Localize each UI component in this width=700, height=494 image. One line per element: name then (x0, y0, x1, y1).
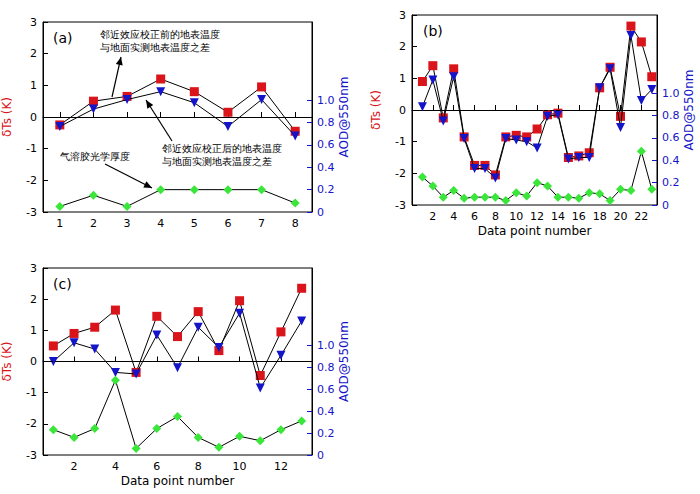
svg-text:气溶胶光学厚度: 气溶胶光学厚度 (60, 151, 130, 162)
svg-text:-1: -1 (26, 142, 37, 155)
svg-text:8: 8 (195, 460, 202, 473)
svg-text:22: 22 (634, 210, 648, 223)
svg-text:3: 3 (30, 16, 37, 29)
svg-text:0: 0 (317, 206, 324, 219)
svg-text:1.0: 1.0 (317, 94, 335, 107)
svg-text:0: 0 (30, 111, 37, 124)
svg-text:18: 18 (593, 210, 607, 223)
svg-text:4: 4 (112, 460, 119, 473)
svg-text:邻近效应校正后的地表温度: 邻近效应校正后的地表温度 (162, 143, 282, 154)
svg-text:2: 2 (429, 210, 436, 223)
svg-text:3: 3 (30, 262, 37, 275)
svg-text:-2: -2 (26, 417, 37, 430)
svg-text:0.8: 0.8 (317, 116, 335, 129)
svg-text:3: 3 (124, 217, 131, 230)
svg-text:AOD@550nm: AOD@550nm (337, 321, 351, 402)
svg-text:-1: -1 (26, 386, 37, 399)
svg-text:0.6: 0.6 (317, 138, 335, 151)
svg-text:12: 12 (530, 210, 544, 223)
svg-text:1.0: 1.0 (662, 87, 680, 100)
svg-text:与地面实测地表温度之差: 与地面实测地表温度之差 (100, 42, 210, 53)
svg-text:8: 8 (292, 217, 299, 230)
svg-text:0.8: 0.8 (317, 361, 335, 374)
svg-text:δTs (K): δTs (K) (369, 90, 383, 130)
svg-text:2: 2 (90, 217, 97, 230)
svg-text:4: 4 (450, 210, 457, 223)
svg-text:邻近效应校正前的地表温度: 邻近效应校正前的地表温度 (100, 29, 220, 40)
svg-text:10: 10 (233, 460, 247, 473)
svg-text:-2: -2 (26, 174, 37, 187)
svg-text:0.2: 0.2 (317, 427, 335, 440)
svg-text:0.4: 0.4 (662, 154, 680, 167)
svg-text:-1: -1 (395, 135, 406, 148)
svg-text:0.6: 0.6 (662, 131, 680, 144)
svg-text:0.6: 0.6 (317, 383, 335, 396)
svg-text:1.0: 1.0 (317, 339, 335, 352)
svg-text:2: 2 (30, 293, 37, 306)
svg-text:δTs (K): δTs (K) (0, 97, 14, 137)
svg-text:2: 2 (30, 47, 37, 60)
svg-text:6: 6 (224, 217, 231, 230)
svg-text:δTs (K): δTs (K) (0, 342, 14, 382)
svg-text:0: 0 (399, 104, 406, 117)
svg-text:2: 2 (399, 40, 406, 53)
svg-text:Data point number: Data point number (478, 224, 592, 238)
svg-text:7: 7 (258, 217, 265, 230)
svg-text:0: 0 (662, 199, 669, 212)
svg-text:0.2: 0.2 (317, 183, 335, 196)
svg-text:1: 1 (399, 72, 406, 85)
svg-text:12: 12 (274, 460, 288, 473)
svg-text:1: 1 (56, 217, 63, 230)
svg-text:0: 0 (317, 449, 324, 462)
svg-text:6: 6 (153, 460, 160, 473)
svg-text:8: 8 (492, 210, 499, 223)
svg-text:(a): (a) (53, 30, 73, 46)
svg-text:-3: -3 (26, 206, 37, 219)
svg-text:10: 10 (509, 210, 523, 223)
svg-text:-3: -3 (395, 199, 406, 212)
svg-text:0.4: 0.4 (317, 405, 335, 418)
svg-text:4: 4 (157, 217, 164, 230)
svg-text:-2: -2 (395, 167, 406, 180)
svg-text:5: 5 (191, 217, 198, 230)
svg-text:-3: -3 (26, 449, 37, 462)
svg-text:(c): (c) (53, 276, 72, 292)
svg-text:0.4: 0.4 (317, 161, 335, 174)
svg-text:0: 0 (30, 355, 37, 368)
svg-text:(b): (b) (423, 23, 443, 39)
svg-text:6: 6 (471, 210, 478, 223)
svg-text:1: 1 (30, 79, 37, 92)
svg-text:0.8: 0.8 (662, 109, 680, 122)
svg-text:2: 2 (71, 460, 78, 473)
svg-text:3: 3 (399, 9, 406, 22)
svg-text:与地面实测地表温度之差: 与地面实测地表温度之差 (162, 156, 272, 167)
svg-text:AOD@550nm: AOD@550nm (337, 77, 351, 158)
svg-text:16: 16 (572, 210, 586, 223)
svg-text:1: 1 (30, 324, 37, 337)
svg-text:14: 14 (551, 210, 565, 223)
svg-text:20: 20 (614, 210, 628, 223)
svg-text:0.2: 0.2 (662, 176, 680, 189)
svg-text:Data point number: Data point number (121, 474, 235, 488)
svg-text:AOD@550nm: AOD@550nm (682, 70, 696, 151)
